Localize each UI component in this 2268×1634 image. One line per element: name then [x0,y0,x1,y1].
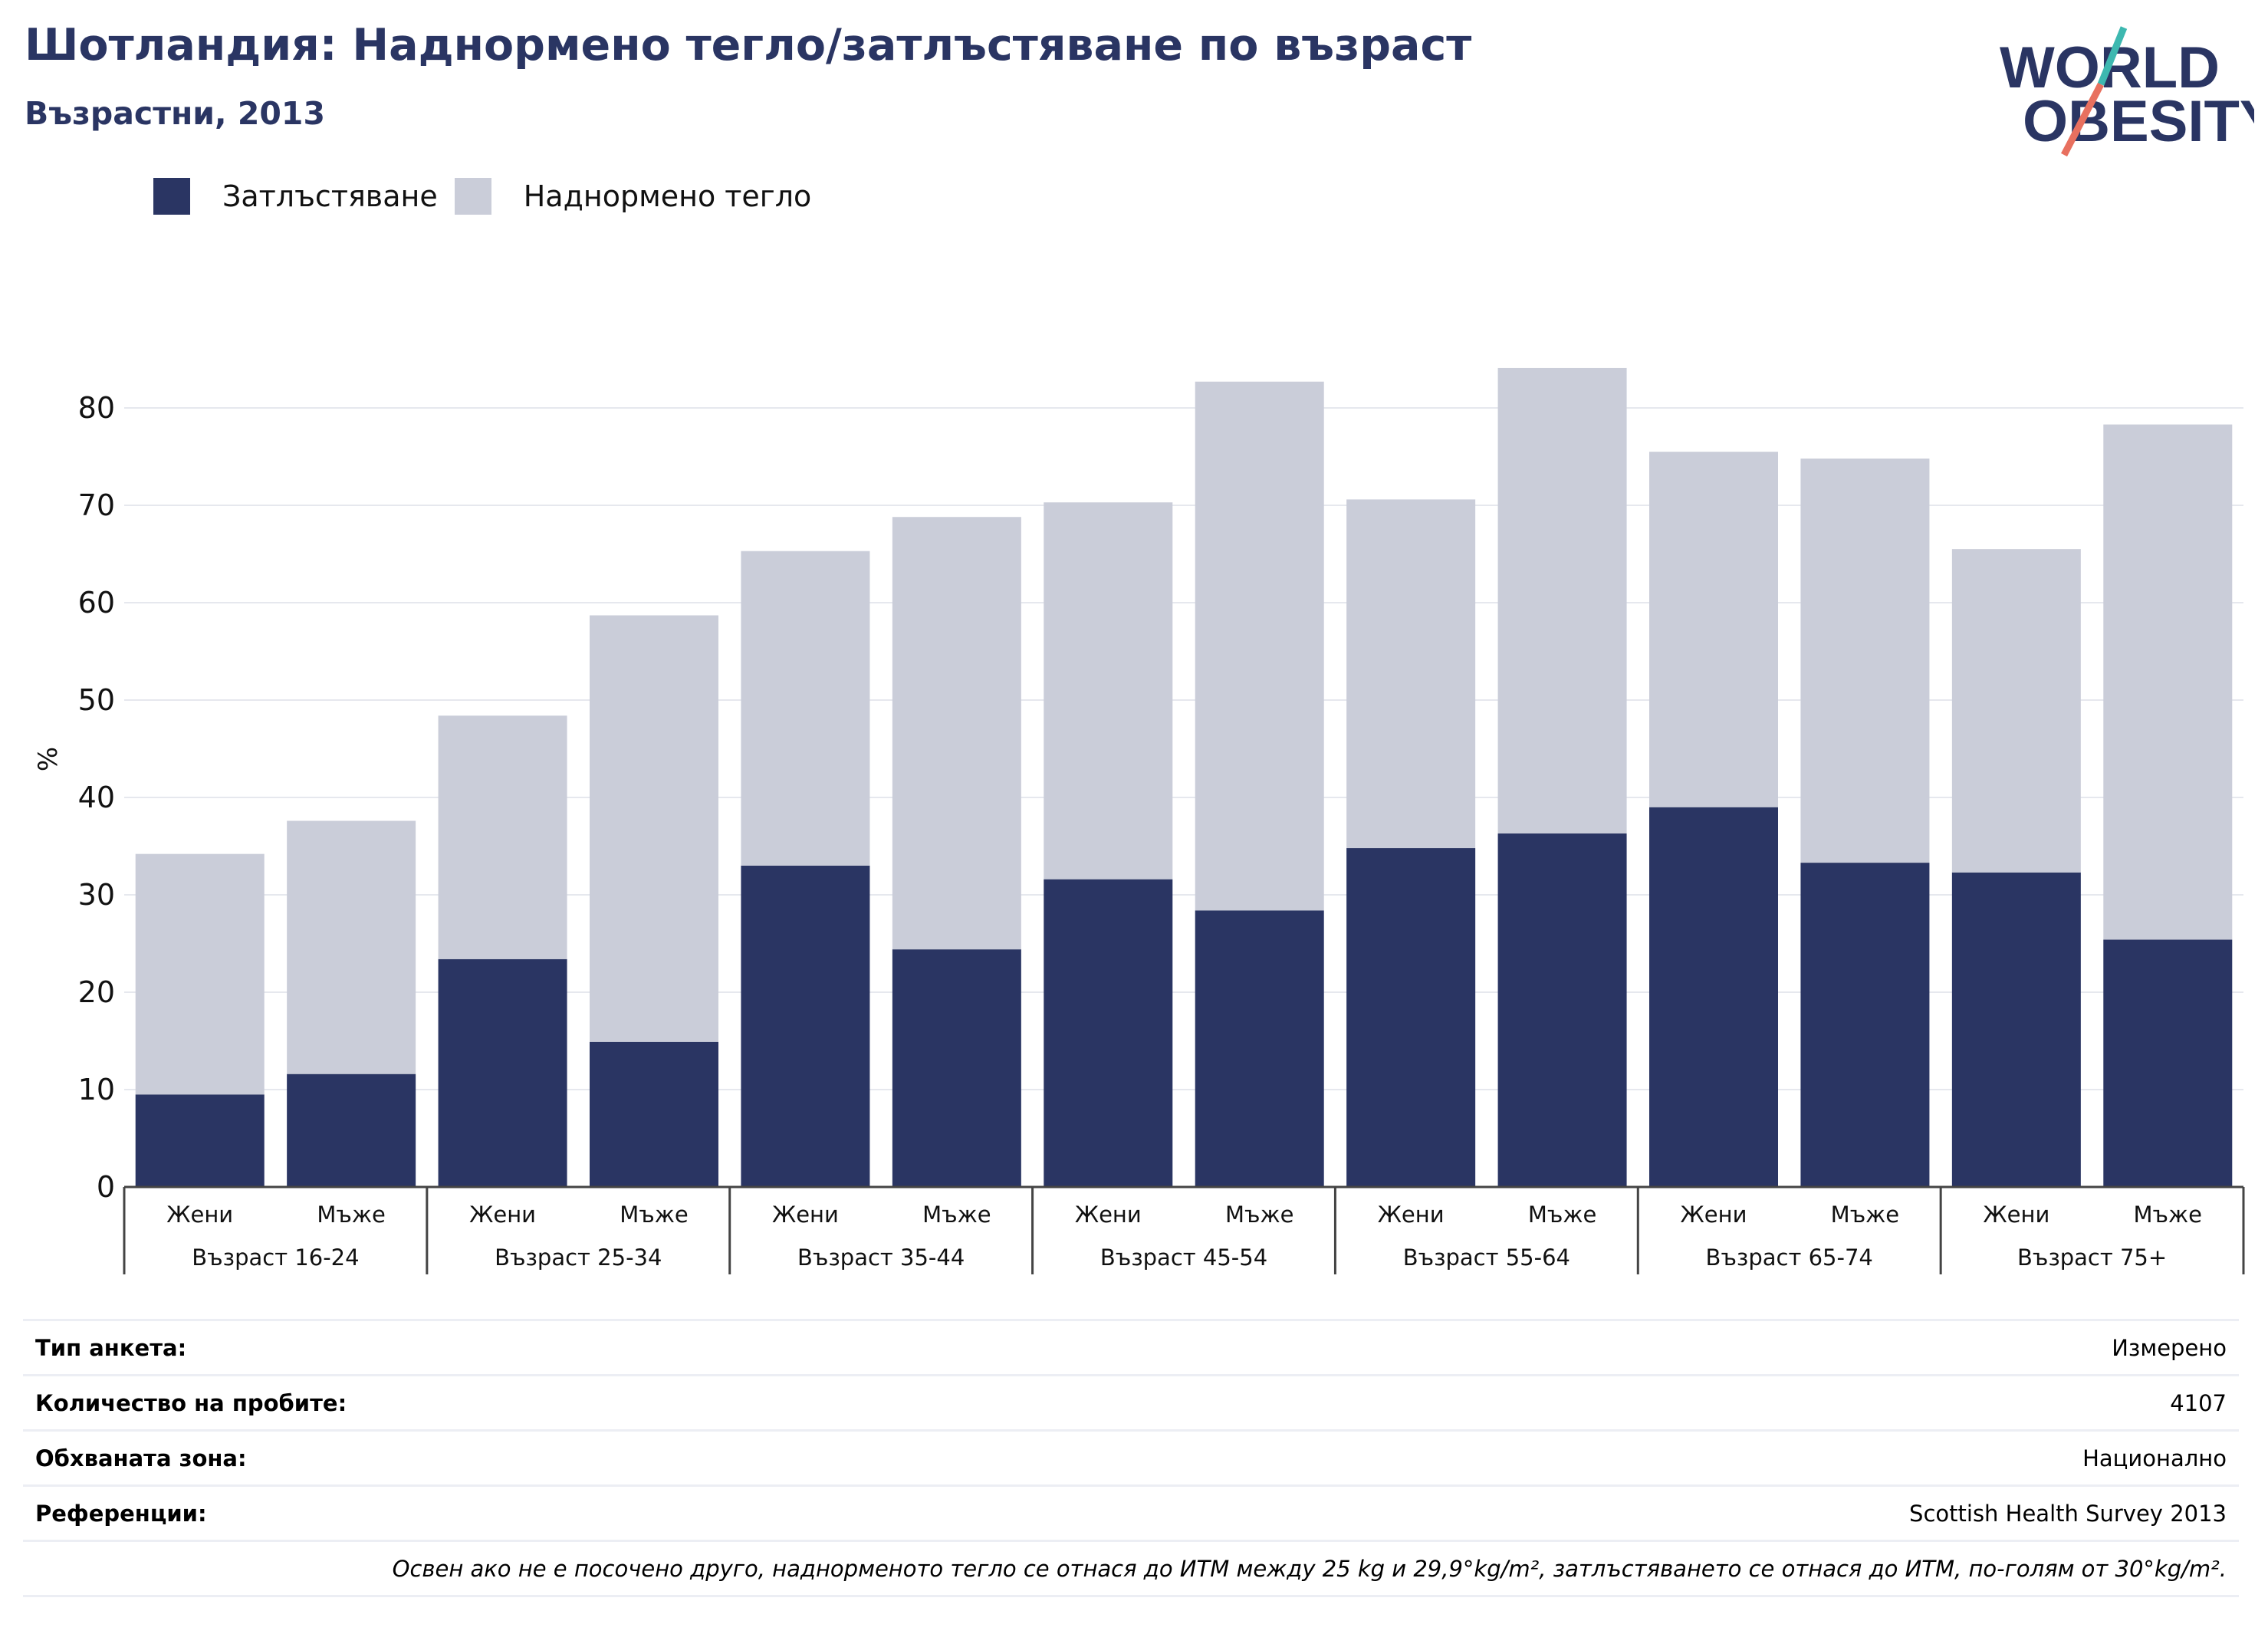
info-label: Референции: [35,1500,207,1527]
bar-segment-obesity [287,1073,416,1187]
info-label: Тип анкета: [35,1334,187,1361]
logo-text-obesity: OBESITY [2023,89,2254,154]
x-tick-label: Жени [1983,1202,2049,1228]
legend-label-overweight: Наднормено тегло [523,179,812,213]
bar-segment-obesity [1195,910,1324,1187]
x-group-label: Възраст 55-64 [1403,1244,1570,1271]
x-group-label: Възраст 75+ [2017,1244,2167,1271]
x-group-label: Възраст 16-24 [192,1244,359,1271]
legend-item-obesity: Затлъстяване [153,178,438,215]
x-group-label: Възраст 25-34 [495,1244,662,1271]
info-value: Измерено [2112,1334,2227,1361]
logo-slash-teal [2097,26,2128,86]
bar-segment-overweight [1951,549,2081,873]
info-row-survey-type: Тип анкета: Измерено [23,1321,2239,1376]
bar-segment-obesity [741,865,870,1187]
x-tick-label: Жени [469,1202,536,1228]
bar-segment-obesity [1497,833,1627,1187]
bar-segment-obesity [1800,863,1930,1187]
x-tick-label: Жени [166,1202,233,1228]
legend-swatch-obesity [153,178,190,215]
definition-note: Освен ако не е посочено друго, наднормен… [23,1542,2239,1597]
legend-label-obesity: Затлъстяване [222,179,438,213]
info-row-sample-size: Количество на пробите: 4107 [23,1376,2239,1432]
x-tick-label: Мъже [1831,1202,1899,1228]
bar-segment-overweight [741,551,870,866]
bar-segment-overweight [1044,502,1173,879]
world-obesity-logo: WORLD OBESITY [2000,26,2254,157]
y-tick-label: 80 [78,391,115,425]
bar-segment-overweight [287,820,416,1074]
bar-segment-overweight [1649,452,1778,807]
bar-segment-overweight [2103,424,2233,940]
bar-segment-obesity [892,949,1021,1187]
logo-slash-coral [2061,82,2104,157]
bar-segment-overweight [590,615,718,1042]
x-tick-label: Жени [1681,1202,1747,1228]
bar-segment-overweight [1195,381,1324,911]
x-tick-label: Мъже [317,1202,385,1228]
stacked-bar-chart: 0 10 20 30 40 50 60 70 80% Жени Мъже Жени Мъже Жени Мъ… [33,367,2245,1274]
chart-legend: Затлъстяване Наднормено тегло [153,175,828,218]
chart-title: Шотландия: Наднормено тегло/затлъстяване… [25,20,1472,71]
bar-segment-obesity [438,958,567,1187]
info-label: Обхваната зона: [35,1445,247,1471]
info-label: Количество на пробите: [35,1389,347,1416]
y-tick-label: 10 [78,1073,115,1106]
info-row-area-covered: Обхваната зона: Национално [23,1432,2239,1487]
x-tick-label: Мъже [1528,1202,1596,1228]
info-value: Национално [2082,1445,2227,1471]
y-tick-label: 40 [78,781,115,814]
bar-segment-obesity [2103,939,2233,1187]
y-axis-label: % [33,747,64,771]
y-tick-label: 60 [78,586,115,620]
bar-segment-overweight [1800,459,1930,863]
bar-segment-overweight [892,517,1021,950]
x-tick-label: Мъже [2134,1202,2202,1228]
bar-segment-obesity [590,1041,718,1187]
bar-segment-obesity [1346,848,1476,1187]
bar-segment-obesity [1951,872,2081,1187]
x-tick-label: Мъже [922,1202,991,1228]
legend-item-overweight: Наднормено тегло [454,178,812,215]
y-tick-label: 30 [78,878,115,912]
x-tick-label: Жени [772,1202,839,1228]
x-group-label: Възраст 65-74 [1706,1244,1873,1271]
x-tick-label: Жени [1075,1202,1142,1228]
y-tick-label: 0 [97,1170,115,1204]
bar-segment-overweight [135,853,265,1095]
info-row-references: Референции: Scottish Health Survey 2013 [23,1487,2239,1542]
bar-segment-overweight [1497,367,1627,833]
legend-swatch-overweight [454,178,491,215]
info-value: Scottish Health Survey 2013 [1909,1500,2227,1527]
x-group-label: Възраст 35-44 [797,1244,965,1271]
bar-segment-overweight [1346,499,1476,849]
info-value: 4107 [2170,1389,2227,1416]
bar-segment-overweight [438,715,567,959]
y-tick-label: 20 [78,975,115,1009]
y-tick-label: 50 [78,683,115,717]
x-tick-label: Мъже [620,1202,688,1228]
chart-subtitle: Възрастни, 2013 [25,95,325,132]
bar-segment-obesity [1044,879,1173,1187]
x-group-label: Възраст 45-54 [1100,1244,1267,1271]
survey-info-table: Тип анкета: Измерено Количество на проби… [23,1319,2239,1597]
x-tick-label: Жени [1378,1202,1445,1228]
x-tick-label: Мъже [1225,1202,1293,1228]
y-tick-label: 70 [78,488,115,522]
bar-segment-obesity [1649,807,1778,1187]
note-text: Освен ако не е посочено друго, наднормен… [392,1555,2227,1582]
bar-segment-obesity [135,1094,265,1187]
